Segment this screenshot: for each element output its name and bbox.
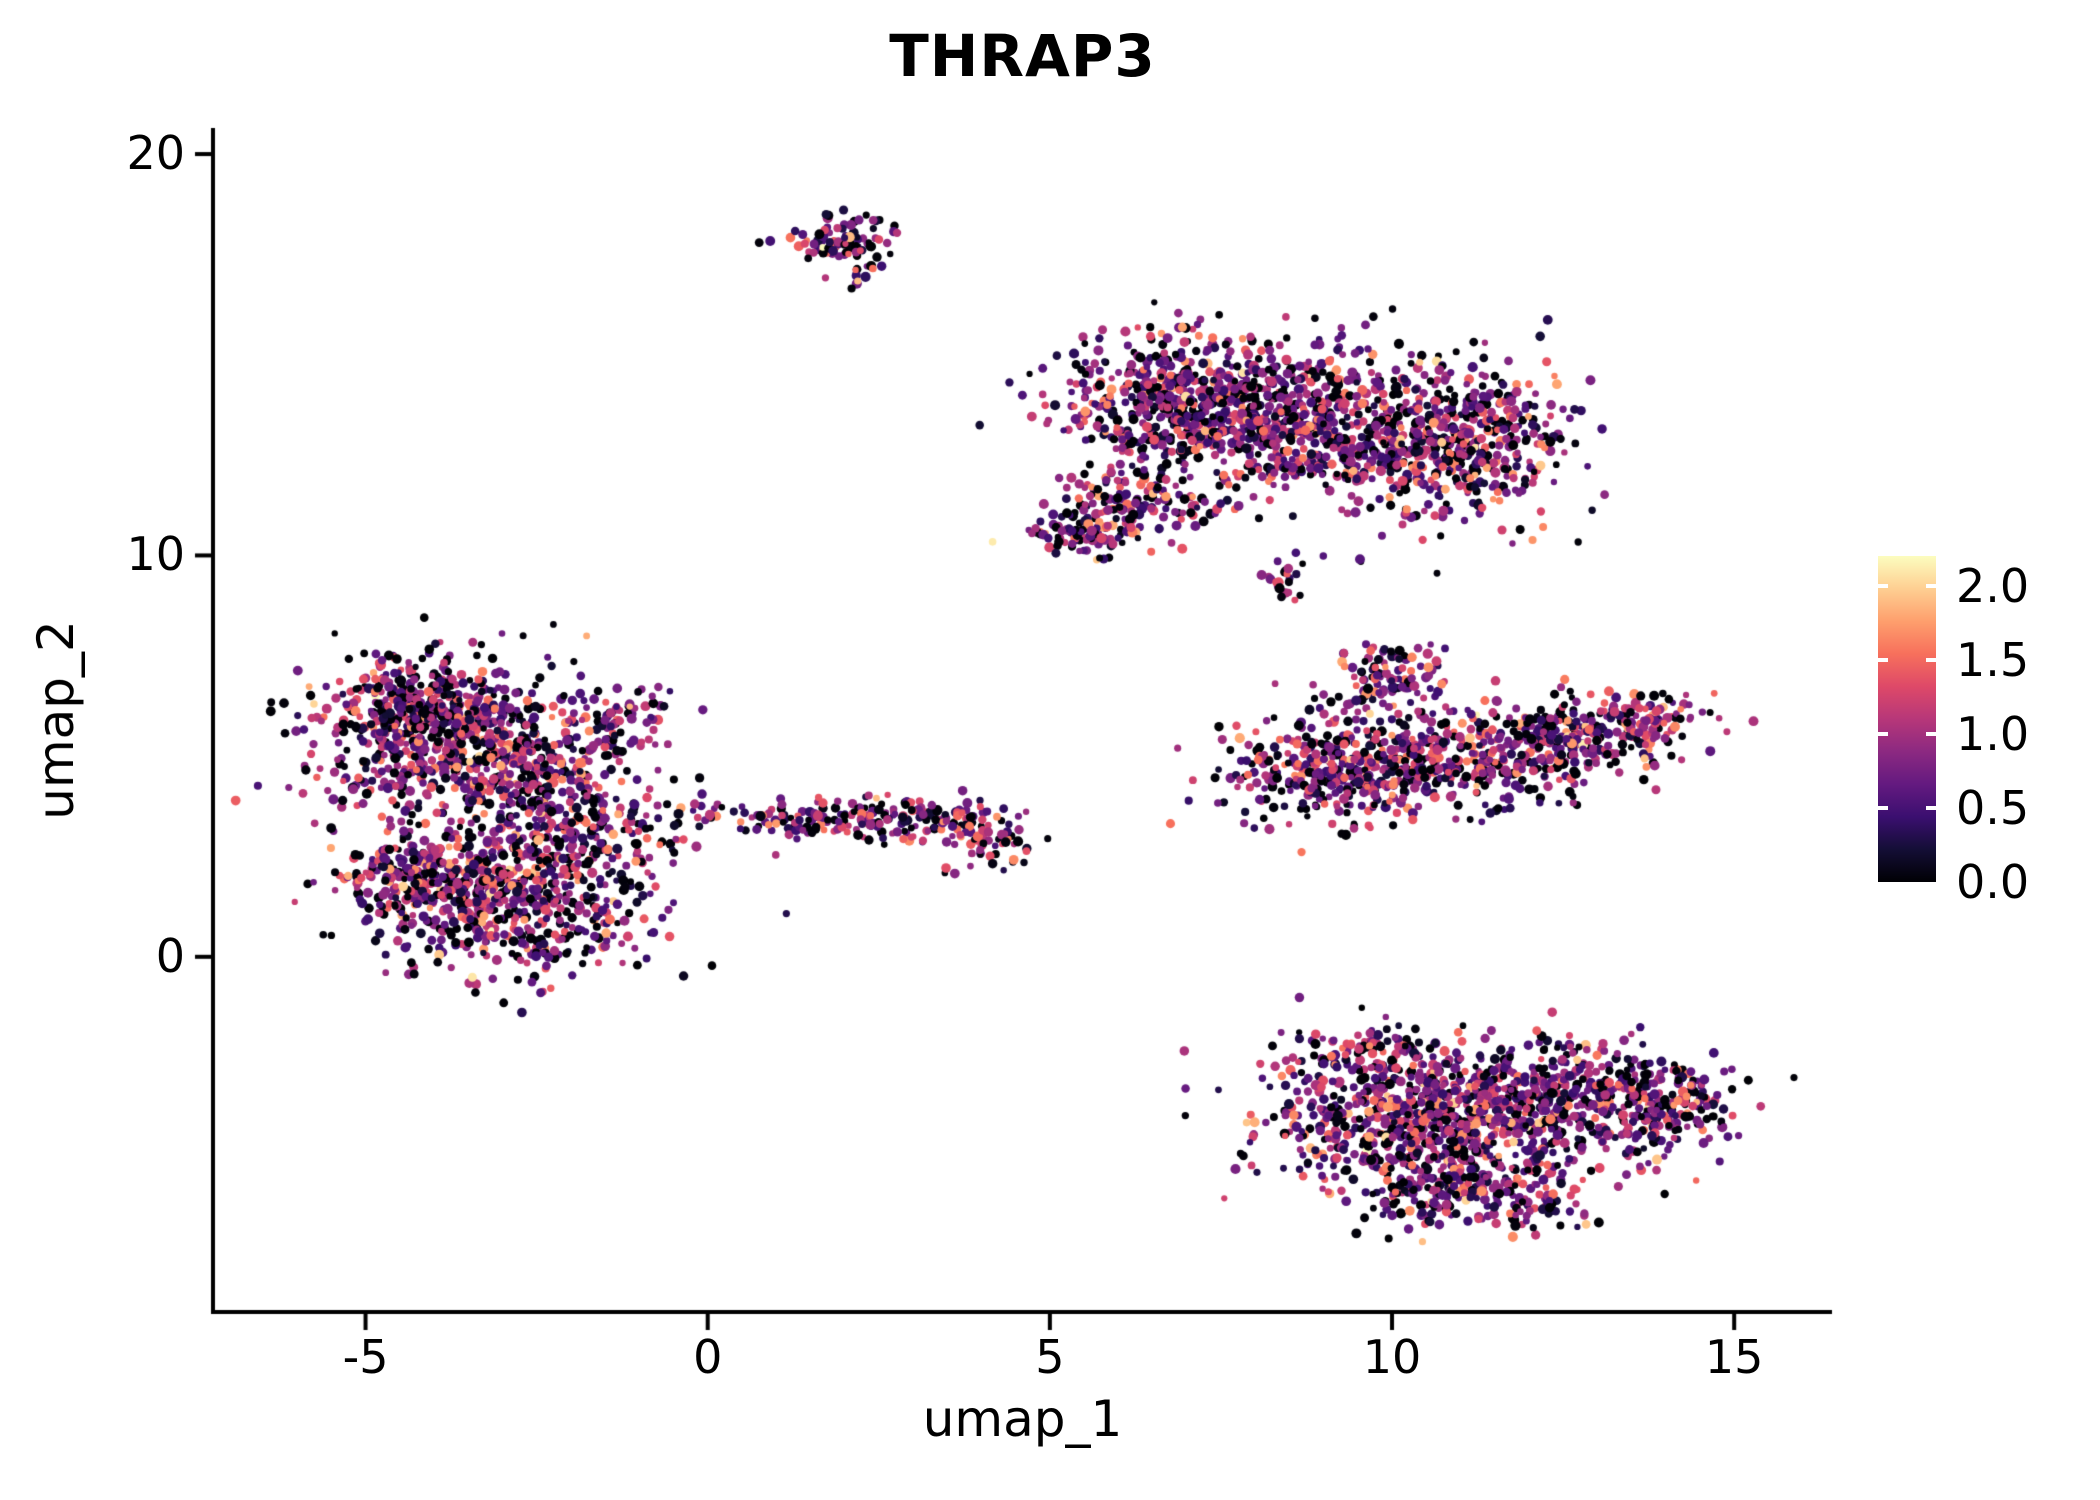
y-axis-tick-label: 0 — [155, 928, 185, 983]
colorbar-tick-mark — [1926, 731, 1936, 736]
colorbar-legend: 0.0 0.5 1.0 1.5 2.0 — [1878, 556, 2029, 909]
colorbar-tick-mark — [1878, 805, 1888, 810]
colorbar-tick-mark — [1878, 583, 1888, 588]
colorbar-gradient — [1878, 556, 1936, 882]
plot-title: THRAP3 — [889, 22, 1156, 90]
x-axis-tick-label: 5 — [1035, 1330, 1065, 1384]
x-axis-tick-label: 0 — [693, 1330, 723, 1384]
x-axis-tick-label: 15 — [1704, 1330, 1764, 1384]
plot-area — [215, 130, 1830, 1310]
y-axis-tick-label: 10 — [126, 527, 185, 582]
colorbar-tick-label: 0.0 — [1956, 855, 2030, 909]
colorbar-tick-mark — [1926, 583, 1936, 588]
x-axis-tick-label: 10 — [1362, 1330, 1422, 1384]
colorbar-tick-mark — [1926, 805, 1936, 810]
colorbar-tick-label: 1.0 — [1956, 706, 2030, 761]
colorbar-tick-mark — [1878, 657, 1888, 662]
x-axis-tick-label: -5 — [342, 1330, 389, 1384]
colorbar-tick-label: 2.0 — [1956, 558, 2030, 613]
y-axis-tick-label: 20 — [126, 125, 185, 180]
colorbar-tick-label: 0.5 — [1956, 780, 2030, 835]
x-axis-label: umap_1 — [922, 1390, 1123, 1448]
colorbar-tick-mark — [1926, 657, 1936, 662]
y-axis-label: umap_2 — [27, 620, 85, 820]
colorbar-tick-label: 1.5 — [1956, 632, 2030, 687]
colorbar-tick-mark — [1878, 731, 1888, 736]
